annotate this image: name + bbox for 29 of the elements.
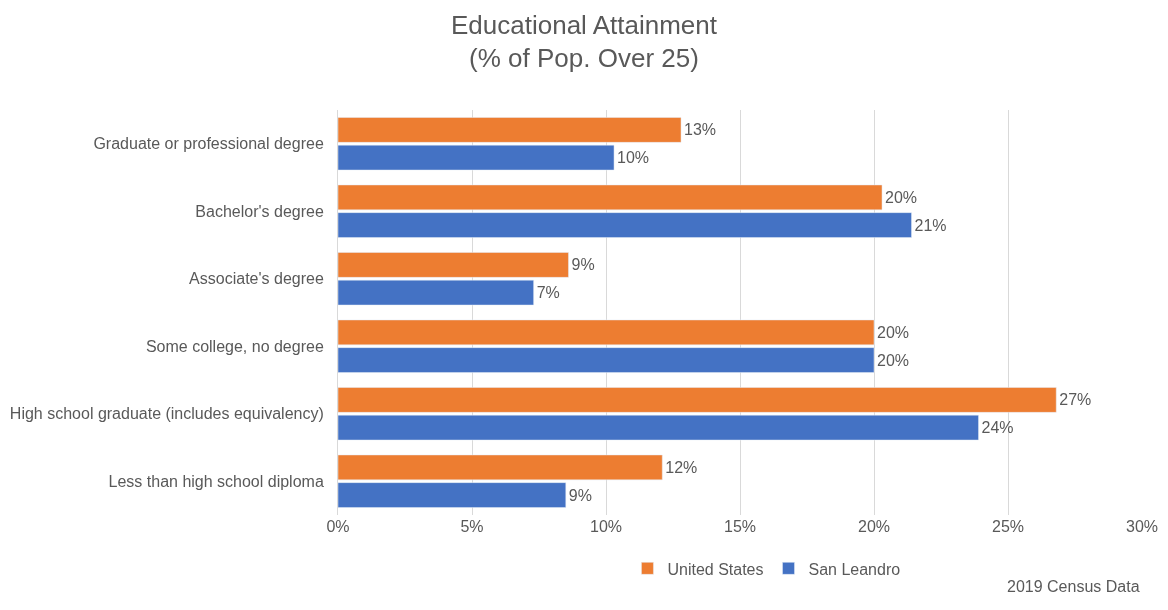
data-label: 10% [617,149,650,167]
y-tick-label: Associate's degree [189,270,324,288]
y-tick-label: High school graduate (includes equivalency) [9,405,324,423]
data-label: 20% [877,323,910,341]
data-label: 12% [665,458,698,476]
x-tick-label: 10% [589,518,623,535]
x-tick-label: 30% [1125,518,1159,535]
data-label: 9% [568,486,592,504]
chart-title: Educational Attainment (% of Pop. Over 25) [451,9,718,74]
y-tick-label: Less than high school diploma [108,472,324,490]
data-label: 21% [914,216,947,234]
y-tick-label: Bachelor's degree [195,202,324,220]
data-label: 20% [877,351,910,369]
data-label: 7% [536,284,560,302]
y-tick-label: Some college, no degree [145,337,324,355]
x-tick-label: 0% [326,518,350,535]
y-tick-label: Graduate or professional degree [93,135,324,153]
data-label: 13% [684,121,717,139]
legend-label: San Leandro [808,560,901,578]
data-label: 27% [1059,391,1092,409]
x-tick-label: 25% [991,518,1025,535]
x-tick-label: 5% [460,518,484,535]
data-label: 24% [981,419,1014,437]
data-label: 9% [571,256,595,274]
x-tick-label: 20% [857,518,891,535]
text: 2019 Census Data [1007,578,1140,595]
x-tick-label: 15% [723,518,757,535]
data-label: 20% [885,188,918,206]
legend-label: United States [667,560,764,578]
